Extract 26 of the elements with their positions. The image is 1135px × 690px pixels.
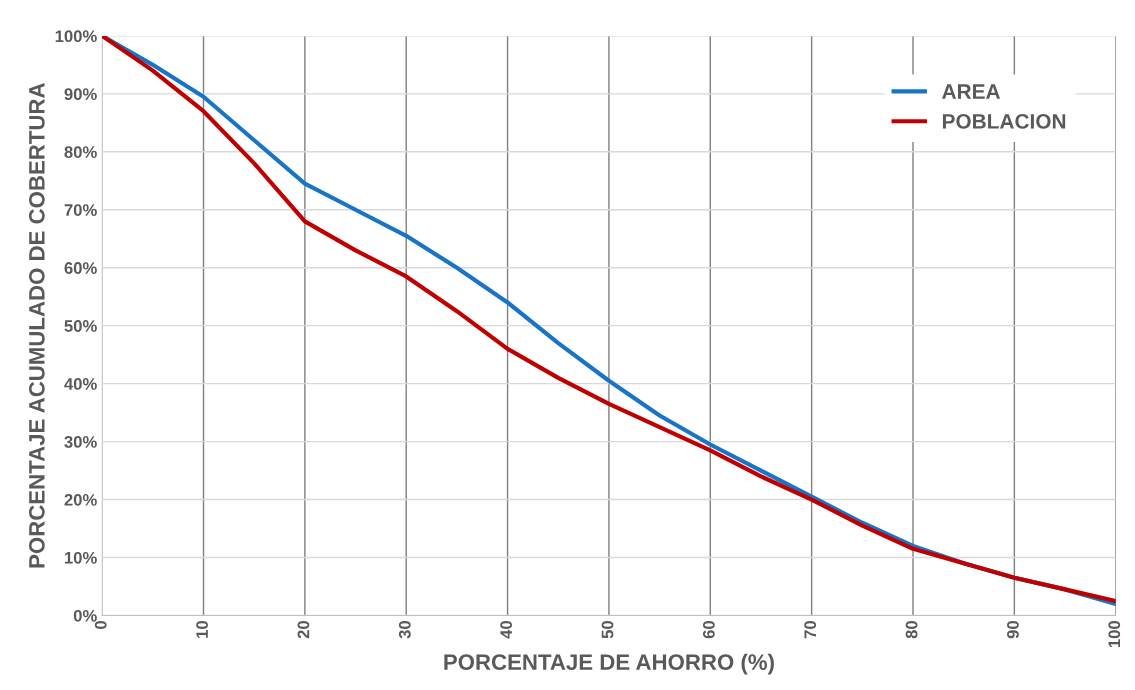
x-axis-title: PORCENTAJE DE AHORRO (%) [444, 653, 774, 675]
y-tick-label: 100% [55, 30, 97, 43]
x-tick-label: 70 [804, 621, 817, 639]
x-tick-label: 80 [905, 621, 918, 639]
x-tick-label: 30 [398, 621, 411, 639]
x-tick-label: 20 [297, 621, 310, 639]
y-tick-label: 90% [64, 88, 97, 101]
x-tick-label: 40 [500, 621, 513, 639]
x-tick-label: 50 [601, 621, 614, 639]
legend-label: POBLACION [942, 114, 1066, 129]
y-tick-label: 0% [73, 609, 97, 622]
y-tick-label: 40% [64, 378, 97, 390]
legend-label: AREA [942, 84, 1001, 99]
x-tick-label: 10 [196, 621, 208, 638]
x-tick-label: 0 [94, 621, 107, 629]
x-tick-label: 100 [1108, 621, 1121, 648]
y-tick-label: 60% [64, 262, 97, 274]
y-tick-label: 70% [64, 204, 97, 216]
y-tick-label: 20% [64, 493, 97, 506]
y-tick-label: 50% [64, 320, 97, 332]
y-tick-label: 10% [64, 551, 97, 564]
y-axis-title: PORCENTAJE ACUMULADO DE COBERTURA [28, 83, 45, 568]
x-tick-label: 90 [1007, 621, 1019, 639]
x-tick-label: 60 [702, 621, 715, 639]
y-tick-label: 30% [64, 436, 97, 448]
y-tick-label: 80% [64, 146, 97, 158]
